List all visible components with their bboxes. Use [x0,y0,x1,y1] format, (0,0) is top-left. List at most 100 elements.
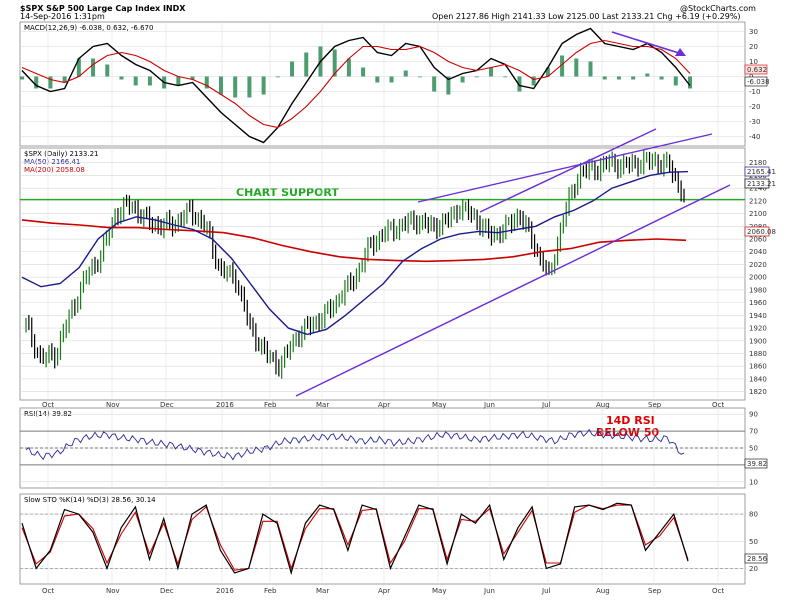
rsi-annotation-line2: BELOW 50 [596,426,659,439]
price-title: $SPX (Daily) 2133.21 [24,150,98,158]
macd-histogram-bar [91,58,96,77]
stochastic-value-label: 28.56 [747,555,768,563]
y-tick-label: -40 [749,133,760,141]
x-tick-label: Mar [316,401,329,409]
macd-title: MACD(12,26,9) -6.038, 0.632, -6.670 [24,24,153,32]
macd-signal-line [21,39,691,129]
macd-histogram-bar [659,76,664,80]
x-tick-label: Jul [541,587,551,595]
macd-histogram-bar [432,76,437,92]
stochastic-k-line [21,502,689,576]
x-tick-label: 2016 [216,401,234,409]
macd-histogram-bar [133,76,138,86]
macd-histogram-bar [361,67,366,77]
y-tick-label: 10 [749,478,758,486]
y-tick-label: 50 [749,445,758,453]
rsi-annotation-line1: 14D RSI [606,414,655,427]
macd-line [21,27,691,144]
y-tick-label: 1820 [749,388,767,396]
y-tick-label: 2060 [749,236,767,244]
macd-histogram-bar [20,76,24,80]
x-tick-label: Mar [316,587,329,595]
x-tick-label: Dec [160,401,174,409]
y-tick-label: 1840 [749,375,767,383]
macd-histogram-bar [105,64,110,77]
macd-histogram-bar [560,55,565,77]
x-tick-label: Oct [712,401,724,409]
y-tick-label: 2040 [749,248,767,256]
x-tick-label: May [432,587,446,595]
ma50-legend: MA(50) 2166.41 [24,158,80,166]
lower-trend-line [295,184,731,397]
macd-histogram-bar [147,76,152,86]
macd-histogram-bar [375,76,380,83]
rsi-value-label: 39.82 [747,460,767,468]
macd-value-box [744,76,768,87]
macd-histogram-bar [233,76,238,98]
x-tick-label: Sep [648,401,662,409]
macd-histogram-bar [602,76,607,80]
steep-trend-line [479,128,657,213]
macd-histogram-bar [545,67,550,77]
upper-trend-line [417,133,713,203]
price-panel [19,147,746,401]
x-tick-label: Jun [483,401,495,409]
macd-histogram-bar [474,76,479,78]
macd-histogram-bar [446,76,451,95]
price-value-label: 2133.21 [747,180,776,188]
macd-histogram-bar [275,76,280,78]
macd-divergence-arrow [611,31,683,55]
macd-histogram-bar [190,76,195,80]
x-tick-label: May [432,401,446,409]
price-value-box [744,226,770,237]
y-tick-label: 1940 [749,312,767,320]
macd-histogram-bar [631,76,636,80]
ma200-line [21,219,687,263]
x-tick-label: Apr [378,587,390,595]
y-tick-label: 2120 [749,197,767,205]
macd-histogram-bar [460,76,465,83]
y-tick-label: 1980 [749,286,767,294]
macd-histogram-bar [517,76,522,92]
macd-histogram-bar [62,76,67,83]
quote-line: Open 2127.86 High 2141.33 Low 2125.00 La… [432,12,741,21]
macd-value-box [744,64,768,75]
stochastic-d-line [21,504,689,571]
macd-histogram-bar [304,52,309,77]
x-tick-label: Nov [106,401,120,409]
rsi-value-box [744,458,768,469]
x-tick-label: Nov [106,587,120,595]
price-value-box [744,178,770,189]
macd-histogram-bar [332,49,337,77]
macd-histogram-bar [48,76,53,89]
y-tick-label: 70 [749,428,758,436]
y-tick-label: -10 [749,88,760,96]
x-tick-label: Oct [712,587,724,595]
price-value-box [744,166,770,177]
y-tick-label: 1920 [749,325,767,333]
x-tick-label: Jun [483,587,495,595]
macd-histogram-bar [176,76,181,86]
macd-histogram-bar [673,76,678,86]
y-tick-label: 2140 [749,185,767,193]
y-tick-label: 90 [749,411,758,419]
macd-histogram-bar [688,76,692,89]
y-tick-label: 30 [749,28,758,36]
macd-histogram-bar [403,70,408,77]
y-tick-label: -20 [749,103,760,111]
macd-panel [19,21,746,147]
x-tick-label: 2016 [216,587,234,595]
x-tick-label: Feb [264,587,277,595]
x-tick-label: Feb [264,401,277,409]
macd-value-label: -6.038 [747,78,770,86]
x-tick-label: Jul [541,401,551,409]
x-tick-label: Dec [160,587,174,595]
macd-histogram-bar [531,76,536,86]
macd-histogram-bar [34,76,39,89]
y-tick-label: -30 [749,118,760,126]
stochastic-title: Slow STO %K(14) %D(3) 28.56, 30.14 [24,496,156,504]
symbol-title: $SPX S&P 500 Large Cap Index INDX [20,4,186,13]
macd-histogram-bar [204,76,209,89]
price-value-label: 2060.08 [747,228,776,236]
